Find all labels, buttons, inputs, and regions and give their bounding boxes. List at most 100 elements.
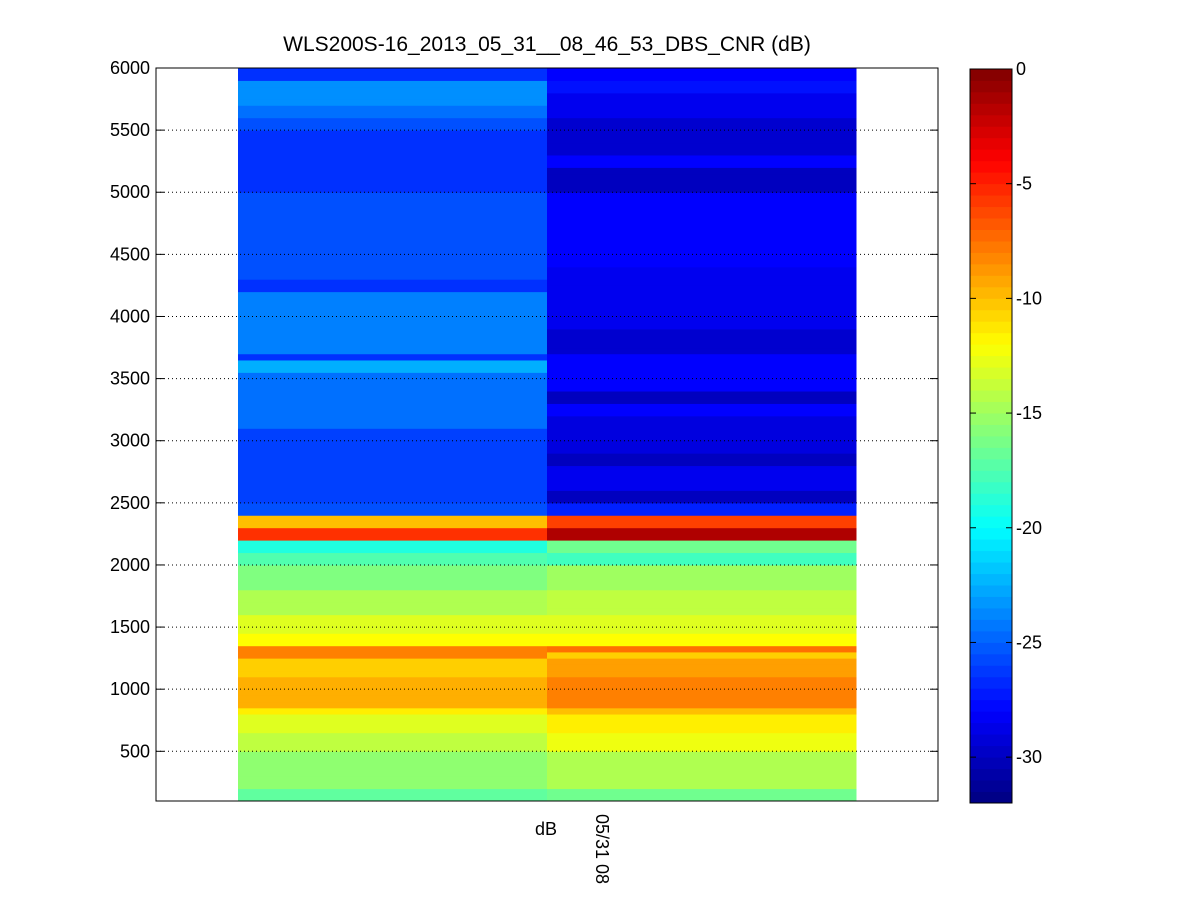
colorbar-band bbox=[970, 504, 1012, 517]
heatmap-cell bbox=[547, 670, 857, 678]
heatmap-cell bbox=[238, 664, 548, 672]
colorbar-band bbox=[970, 665, 1012, 678]
heatmap-cell bbox=[238, 639, 548, 647]
colorbar-band bbox=[970, 252, 1012, 265]
heatmap-cell bbox=[238, 428, 548, 435]
heatmap-cell bbox=[547, 117, 857, 125]
colorbar-band bbox=[970, 91, 1012, 104]
heatmap-cell bbox=[238, 440, 548, 448]
colorbar-band bbox=[970, 447, 1012, 460]
heatmap-cell bbox=[547, 186, 857, 193]
y-tick-label: 1000 bbox=[110, 679, 150, 699]
heatmap-cell bbox=[547, 266, 857, 274]
heatmap-cell bbox=[547, 769, 857, 777]
heatmap-cell bbox=[547, 415, 857, 423]
heatmap-cell bbox=[238, 391, 548, 398]
heatmap-cell bbox=[238, 782, 548, 790]
colorbar-band bbox=[970, 757, 1012, 769]
colorbar-band bbox=[970, 493, 1012, 506]
heatmap-cell bbox=[547, 701, 857, 709]
heatmap-cell bbox=[238, 788, 548, 796]
colorbar-band bbox=[970, 550, 1012, 563]
heatmap-cell bbox=[547, 335, 857, 342]
colorbar-band bbox=[970, 367, 1012, 380]
heatmap-cell bbox=[547, 347, 857, 355]
colorbar-tick-label: -25 bbox=[1016, 632, 1042, 652]
x-axis-label: dB bbox=[535, 819, 557, 839]
heatmap-cell bbox=[547, 645, 857, 653]
colorbar-band bbox=[970, 722, 1012, 735]
heatmap-cell bbox=[238, 272, 548, 280]
heatmap-cell bbox=[238, 502, 548, 510]
heatmap-cell bbox=[238, 602, 548, 609]
colorbar-band bbox=[970, 378, 1012, 391]
heatmap-cell bbox=[547, 564, 857, 572]
heatmap-cell bbox=[238, 316, 548, 324]
heatmap-cell bbox=[238, 217, 548, 224]
colorbar-band bbox=[970, 401, 1012, 414]
heatmap-cell bbox=[547, 639, 857, 647]
heatmap-cell bbox=[547, 328, 857, 336]
heatmap-cell bbox=[238, 633, 548, 640]
colorbar-band bbox=[970, 711, 1012, 724]
heatmap-cell bbox=[547, 179, 857, 187]
heatmap-cell bbox=[547, 596, 857, 603]
heatmap-cell bbox=[547, 676, 857, 684]
heatmap-cell bbox=[547, 192, 857, 199]
heatmap-cell bbox=[238, 726, 548, 734]
colorbar-band bbox=[970, 608, 1012, 620]
heatmap-cell bbox=[547, 223, 857, 231]
heatmap-cell bbox=[238, 310, 548, 317]
heatmap-cell bbox=[238, 521, 548, 529]
heatmap-cell bbox=[547, 428, 857, 435]
heatmap-cell bbox=[238, 496, 548, 504]
heatmap-cell bbox=[547, 446, 857, 454]
heatmap-cell bbox=[547, 316, 857, 324]
colorbar-frame bbox=[969, 68, 1013, 804]
heatmap-cell bbox=[238, 471, 548, 479]
heatmap-cell bbox=[238, 229, 548, 237]
y-tick-label: 4500 bbox=[110, 244, 150, 264]
heatmap-cell bbox=[547, 620, 857, 628]
colorbar-band bbox=[970, 241, 1012, 253]
y-tick-label: 3000 bbox=[110, 431, 150, 451]
heatmap-cell bbox=[238, 397, 548, 404]
heatmap-cell bbox=[238, 353, 548, 361]
heatmap-cell bbox=[238, 515, 548, 522]
colorbar-band bbox=[970, 80, 1012, 93]
heatmap-cell bbox=[238, 248, 548, 255]
heatmap-cell bbox=[547, 353, 857, 361]
colorbar-tick-label: 0 bbox=[1016, 59, 1026, 79]
heatmap-cell bbox=[238, 111, 548, 119]
heatmap-cell bbox=[238, 459, 548, 467]
heatmap-cell bbox=[238, 732, 548, 740]
heatmap-cell bbox=[547, 757, 857, 765]
heatmap-cell bbox=[238, 745, 548, 752]
heatmap-cell bbox=[547, 732, 857, 740]
heatmap-cell bbox=[547, 204, 857, 212]
colorbar-band bbox=[970, 172, 1012, 185]
colorbar-band bbox=[970, 332, 1012, 345]
heatmap-cell bbox=[547, 148, 857, 156]
colorbar-band bbox=[970, 596, 1012, 609]
heatmap-cell bbox=[238, 198, 548, 206]
heatmap-cell bbox=[547, 198, 857, 206]
heatmap-cell bbox=[238, 751, 548, 759]
colorbar-tick-label: -5 bbox=[1016, 174, 1032, 194]
heatmap-cell bbox=[238, 509, 548, 516]
heatmap-cell bbox=[238, 179, 548, 187]
heatmap-cell bbox=[547, 409, 857, 417]
heatmap-cell bbox=[547, 254, 857, 262]
heatmap-cell bbox=[238, 689, 548, 696]
heatmap-cell bbox=[238, 608, 548, 616]
heatmap-cell bbox=[547, 105, 857, 112]
heatmap-cell bbox=[238, 86, 548, 94]
heatmap-cell bbox=[238, 223, 548, 231]
colorbar-ticks: 0 -5 -10 -15 -20 -25 -30 bbox=[970, 59, 1042, 767]
heatmap-cell bbox=[547, 341, 857, 349]
heatmap-cell bbox=[547, 627, 857, 634]
heatmap-cell bbox=[238, 701, 548, 709]
heatmap-cell bbox=[238, 285, 548, 293]
heatmap-cell bbox=[547, 322, 857, 330]
heatmap-cell bbox=[238, 484, 548, 491]
